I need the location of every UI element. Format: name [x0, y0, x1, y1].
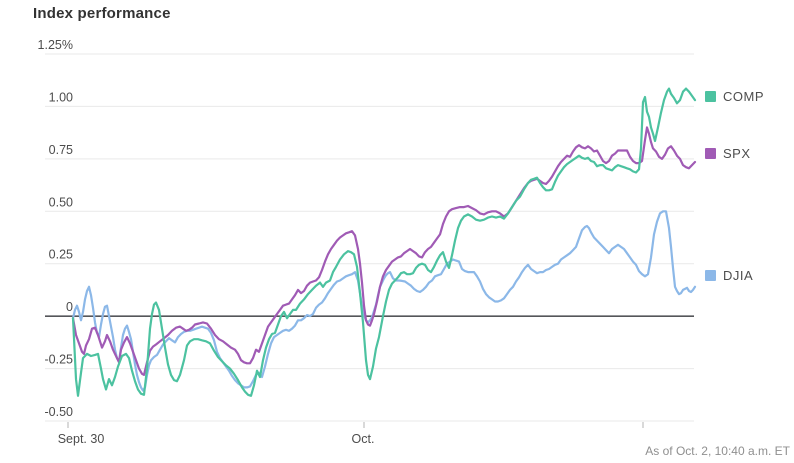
legend-label: SPX	[723, 146, 751, 161]
series-line-comp	[71, 87, 697, 397]
x-tick-label: Oct.	[352, 432, 375, 446]
y-axis-labels: 1.25% 1.00 0.75 0.50 0.25 0 -0.25 -0.50	[38, 38, 74, 419]
djia-swatch-icon	[705, 270, 716, 281]
y-tick-label: -0.50	[45, 405, 74, 419]
legend-item-comp: COMP	[705, 89, 764, 104]
y-tick-label: 0.75	[49, 143, 73, 157]
chart-title: Index performance	[33, 5, 171, 22]
y-tick-label: 0.50	[49, 195, 73, 209]
x-tick-label: Sept. 30	[58, 432, 105, 446]
spx-swatch-icon	[705, 148, 716, 159]
series-lines	[71, 87, 697, 397]
y-tick-label: -0.25	[45, 353, 74, 367]
legend-item-djia: DJIA	[705, 268, 753, 283]
x-axis: Sept. 30 Oct.	[58, 422, 644, 446]
comp-swatch-icon	[705, 91, 716, 102]
legend-label: COMP	[723, 89, 764, 104]
y-tick-label: 0	[66, 300, 73, 314]
as-of-timestamp: As of Oct. 2, 10:40 a.m. ET	[645, 444, 790, 458]
series-line-spx	[71, 126, 697, 376]
series-line-djia	[71, 210, 697, 392]
y-tick-label: 0.25	[49, 248, 73, 262]
y-tick-label: 1.00	[49, 90, 73, 104]
legend-label: DJIA	[723, 268, 754, 283]
gridlines	[45, 53, 694, 422]
y-tick-label: 1.25%	[38, 38, 73, 52]
legend-item-spx: SPX	[705, 146, 751, 161]
